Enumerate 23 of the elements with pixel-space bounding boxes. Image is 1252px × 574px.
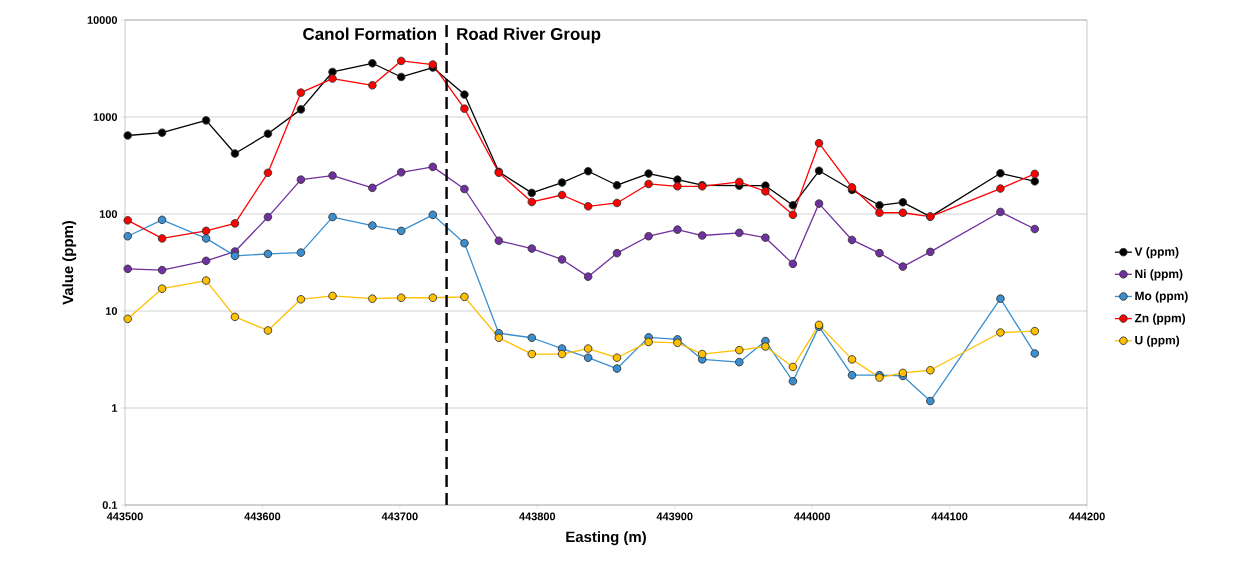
legend-label: Mo (ppm) bbox=[1135, 291, 1188, 303]
x-tick-label: 443500 bbox=[106, 512, 143, 521]
y-tick-label: 0.1 bbox=[102, 501, 118, 509]
x-tick-label: 443600 bbox=[244, 512, 281, 521]
y-tick-label: 1000 bbox=[93, 113, 118, 121]
y-tick-label: 10 bbox=[105, 307, 118, 315]
legend-label: V (ppm) bbox=[1134, 247, 1179, 259]
x-tick-label: 443900 bbox=[656, 512, 693, 521]
annotation: Canol Formation bbox=[303, 27, 437, 40]
x-tick-label: 444100 bbox=[931, 512, 968, 521]
x-tick-label: 443800 bbox=[519, 512, 556, 521]
x-axis-title: Easting (m) bbox=[566, 531, 646, 546]
legend-label: Zn (ppm) bbox=[1134, 313, 1186, 325]
legend-label: U (ppm) bbox=[1135, 335, 1180, 347]
y-tick-label: 100 bbox=[99, 210, 118, 218]
x-tick-label: 443700 bbox=[381, 512, 418, 521]
annotation: Road River Group bbox=[457, 27, 601, 44]
x-tick-label: 444200 bbox=[1068, 512, 1105, 521]
legend-label: Ni (ppm) bbox=[1135, 269, 1183, 281]
y-tick-label: 10000 bbox=[87, 16, 118, 24]
y-tick-label: 1 bbox=[112, 404, 118, 412]
y-axis-title: Value (ppm) bbox=[62, 220, 77, 305]
x-tick-label: 444000 bbox=[794, 512, 830, 521]
